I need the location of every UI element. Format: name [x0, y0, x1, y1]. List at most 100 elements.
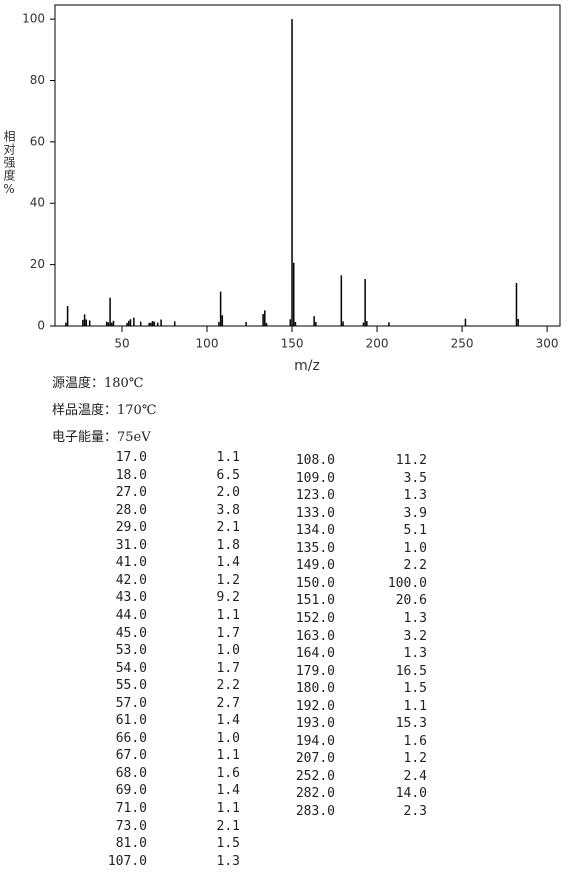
intensity-cell: 1.2: [403, 751, 427, 767]
mz-cell: 164.0: [295, 646, 335, 662]
mz-cell: 149.0: [295, 558, 335, 574]
bar: [139, 321, 142, 326]
bar: [219, 291, 222, 326]
bar: [313, 316, 315, 326]
bar: [85, 319, 88, 326]
mz-cell: 41.0: [115, 555, 147, 571]
bar: [173, 321, 176, 326]
bar: [464, 318, 467, 326]
y-tick-label: 40: [30, 196, 45, 210]
bar: [340, 275, 343, 326]
mz-cell: 81.0: [115, 836, 147, 852]
chart: m/z 0 20 40 60 80 100 50 100 150 200 250 300: [22, 4, 561, 374]
info-line: 源温度：180℃: [52, 376, 144, 391]
y-tick-label: 0: [37, 319, 45, 333]
y-tick-label: 60: [30, 134, 45, 148]
intensity-cell: 1.3: [216, 853, 240, 869]
intensity-cell: 1.0: [403, 540, 427, 556]
bar: [342, 321, 344, 326]
bar: [289, 319, 292, 326]
bar: [112, 320, 115, 326]
mz-cell: 282.0: [295, 786, 335, 802]
intensity-cell: 11.2: [395, 453, 427, 468]
intensity-cell: 1.1: [403, 698, 427, 714]
bar: [133, 317, 135, 326]
bar: [148, 322, 150, 326]
intensity-cell: 3.5: [403, 470, 427, 486]
bar: [218, 322, 220, 326]
bar: [150, 322, 152, 326]
mz-cell: 179.0: [295, 663, 335, 679]
mz-cell: 135.0: [295, 540, 335, 556]
mz-cell: 163.0: [295, 628, 335, 644]
bar: [105, 321, 108, 326]
intensity-cell: 1.5: [403, 681, 427, 697]
intensity-cell: 3.9: [403, 505, 427, 521]
intensity-cell: 1.3: [403, 646, 427, 662]
plot-frame: [54, 4, 561, 327]
intensity-cell: 1.2: [216, 572, 240, 588]
mz-cell: 57.0: [115, 695, 147, 711]
intensity-cell: 2.0: [216, 485, 240, 501]
mz-cell: 123.0: [295, 488, 335, 504]
intensity-cell: 16.5: [395, 663, 427, 679]
intensity-cell: 1.7: [216, 660, 240, 676]
mz-cell: 283.0: [295, 804, 335, 819]
bar: [362, 322, 365, 326]
intensity-cell: 2.2: [403, 558, 427, 574]
intensity-cell: 1.6: [403, 733, 427, 749]
info-line: 电子能量：75eV: [52, 430, 151, 445]
intensity-cell: 1.8: [216, 537, 240, 553]
intensity-cell: 1.0: [216, 730, 240, 746]
bar: [292, 262, 295, 326]
mz-cell: 109.0: [295, 470, 335, 486]
intensity-cell: 1.6: [216, 765, 240, 781]
mz-cell: 53.0: [115, 643, 147, 659]
bar: [294, 322, 297, 326]
intensity-cell: 2.7: [216, 695, 240, 711]
x-tick-label: 100: [196, 337, 219, 351]
mz-cell: 18.0: [115, 467, 147, 483]
mz-cell: 45.0: [115, 625, 147, 641]
bar: [160, 319, 162, 326]
intensity-cell: 2.3: [403, 804, 427, 819]
bar: [156, 322, 159, 326]
bar: [83, 314, 86, 326]
bar: [265, 322, 268, 326]
mz-cell: 54.0: [115, 660, 147, 676]
mz-cell: 61.0: [115, 713, 147, 729]
intensity-cell: 1.3: [403, 610, 427, 626]
mz-cell: 133.0: [295, 505, 335, 521]
intensity-cell: 5.1: [403, 523, 427, 539]
mz-cell: 194.0: [295, 733, 335, 749]
bar: [126, 322, 128, 326]
bar: [128, 320, 130, 326]
mz-cell: 44.0: [115, 607, 147, 623]
bar: [153, 321, 156, 326]
mz-cell: 252.0: [295, 768, 335, 784]
intensity-cell: 3.2: [403, 628, 427, 644]
y-tick-label: 20: [30, 257, 45, 271]
bar: [517, 318, 519, 326]
mz-cell: 68.0: [115, 765, 147, 781]
bar: [315, 322, 317, 326]
mz-cell: 108.0: [295, 453, 335, 468]
bar: [111, 322, 113, 326]
mz-cell: 28.0: [115, 502, 147, 518]
bar: [88, 320, 91, 326]
bar: [515, 283, 518, 326]
mz-cell: 67.0: [115, 748, 147, 764]
y-axis-label: 相对强度%: [2, 130, 16, 197]
bar: [151, 321, 154, 326]
intensity-cell: 14.0: [395, 786, 427, 802]
intensity-cell: 6.5: [216, 467, 240, 483]
intensity-cell: 9.2: [216, 590, 240, 606]
mz-cell: 180.0: [295, 681, 335, 697]
bar: [388, 322, 390, 326]
mz-cell: 150.0: [295, 575, 335, 591]
intensity-cell: 1.1: [216, 801, 240, 816]
mz-cell: 207.0: [295, 751, 335, 767]
bar: [129, 319, 132, 326]
mz-cell: 43.0: [115, 590, 147, 606]
